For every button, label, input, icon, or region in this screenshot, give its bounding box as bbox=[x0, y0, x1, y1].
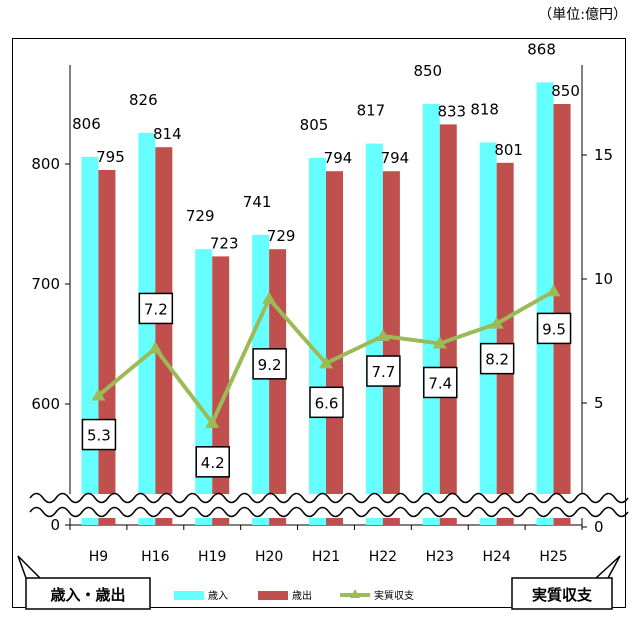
right-tick-label: 10 bbox=[594, 270, 613, 288]
line-marker bbox=[489, 316, 504, 329]
line-value-box bbox=[252, 348, 287, 380]
x-tick-label: H16 bbox=[141, 549, 169, 565]
line-marker bbox=[205, 415, 220, 428]
left-tick-label: 800 bbox=[31, 155, 60, 173]
left-axis-title: 歳入・歳出 bbox=[50, 586, 125, 604]
line-marker bbox=[91, 388, 106, 401]
x-tick-label: H9 bbox=[89, 549, 108, 565]
x-tick-label: H23 bbox=[426, 549, 454, 565]
right-tick-label: 5 bbox=[594, 394, 604, 412]
line-layer bbox=[91, 284, 561, 428]
bar-expenditure bbox=[439, 124, 457, 526]
line-value-label: 6.6 bbox=[315, 394, 339, 412]
line-value-box bbox=[479, 342, 515, 375]
bar-revenue bbox=[536, 82, 554, 526]
bar-value-label: 794 bbox=[324, 149, 353, 167]
bar-value-label: 806 bbox=[72, 115, 101, 133]
right-tick-label: 0 bbox=[594, 518, 604, 536]
bar-value-label: 868 bbox=[527, 40, 556, 58]
x-tick-label: H22 bbox=[369, 549, 397, 565]
line-value-box bbox=[81, 418, 117, 451]
x-tick-label: H25 bbox=[539, 549, 567, 565]
line-value-label: 5.3 bbox=[87, 427, 111, 445]
unit-label: （単位:億円） bbox=[538, 7, 627, 23]
line-value-box bbox=[138, 292, 174, 325]
line-value-box bbox=[309, 386, 344, 419]
line-value-box bbox=[536, 312, 572, 345]
chart-frame bbox=[12, 38, 626, 608]
bar-value-label: 794 bbox=[381, 149, 410, 167]
legend-swatch bbox=[174, 591, 204, 600]
callouts: 歳入・歳出 実質収支 bbox=[17, 555, 621, 610]
bar-revenue bbox=[479, 142, 497, 525]
line-value-label: 8.2 bbox=[485, 351, 509, 369]
line-marker bbox=[319, 356, 333, 369]
axis-break-wave-top bbox=[29, 492, 629, 504]
bar-value-label: 801 bbox=[494, 141, 523, 159]
bar-revenue bbox=[81, 156, 99, 526]
legend-label: 歳出 bbox=[292, 589, 312, 602]
line-value-label: 7.2 bbox=[144, 300, 168, 318]
line-value-label: 9.5 bbox=[542, 320, 566, 338]
line-value-label: 7.7 bbox=[371, 363, 395, 381]
line-value-label: 4.2 bbox=[201, 454, 225, 472]
axis-break-band bbox=[30, 494, 610, 518]
line-marker bbox=[432, 336, 447, 349]
bar-expenditure bbox=[326, 171, 343, 525]
bar-value-label: 729 bbox=[186, 207, 215, 225]
line-value-box bbox=[195, 446, 230, 478]
left-tick-label: 600 bbox=[31, 395, 60, 413]
bar-value-label: 850 bbox=[551, 82, 580, 100]
line-value-label: 7.4 bbox=[428, 374, 452, 392]
labels: 806 826 729 741 805 817 850 818 868 795 814 723 729 7… bbox=[72, 40, 580, 478]
line-marker bbox=[148, 341, 163, 354]
line-marker bbox=[262, 291, 277, 304]
legend-label: 実質収支 bbox=[374, 589, 414, 602]
x-tick-label: H19 bbox=[198, 549, 226, 565]
bar-value-label: 741 bbox=[243, 193, 272, 211]
line-value-box bbox=[423, 366, 458, 399]
axis-break bbox=[29, 492, 629, 518]
right-tick-label: 15 bbox=[594, 146, 613, 164]
bar-value-label: 795 bbox=[96, 148, 125, 166]
line-marker bbox=[546, 284, 561, 297]
bar-revenue bbox=[365, 143, 383, 525]
bar-value-label: 850 bbox=[413, 62, 442, 80]
legend-swatch bbox=[258, 591, 288, 600]
bar-value-label: 723 bbox=[210, 234, 239, 252]
bar-revenue bbox=[252, 234, 270, 526]
bar-value-label: 817 bbox=[357, 102, 386, 120]
legend: 歳入 歳出 実質収支 bbox=[174, 589, 414, 602]
line-marker bbox=[375, 329, 390, 342]
bar-value-label: 833 bbox=[437, 102, 466, 120]
right-axis-title: 実質収支 bbox=[532, 586, 593, 604]
bar-expenditure bbox=[98, 170, 116, 525]
axis-break-wave-bottom bbox=[29, 506, 629, 518]
bar-value-label: 826 bbox=[129, 91, 158, 109]
bar-revenue bbox=[422, 104, 440, 525]
bar-expenditure bbox=[269, 249, 287, 525]
bar-value-label: 805 bbox=[300, 116, 329, 134]
right-axis-title-bubble bbox=[511, 555, 621, 610]
left-axis-title-bubble bbox=[17, 555, 151, 610]
legend-marker bbox=[350, 589, 360, 598]
x-tick-label: H24 bbox=[482, 549, 510, 565]
bar-value-label: 818 bbox=[470, 100, 499, 118]
bar-value-label: 729 bbox=[267, 227, 296, 245]
line-value-box bbox=[366, 355, 401, 387]
x-tick-label: H20 bbox=[255, 549, 283, 565]
bar-expenditure bbox=[155, 147, 173, 525]
bar-value-label: 814 bbox=[153, 125, 182, 143]
left-tick-label: 700 bbox=[31, 275, 60, 293]
bar-revenue bbox=[195, 249, 213, 525]
bar-revenue bbox=[309, 158, 326, 525]
left-tick-label: 0 bbox=[50, 516, 60, 534]
bar-expenditure bbox=[382, 171, 400, 525]
bar-revenue bbox=[138, 132, 156, 526]
x-tick-label: H21 bbox=[312, 549, 340, 565]
legend-label: 歳入 bbox=[208, 590, 228, 602]
line-value-label: 9.2 bbox=[258, 356, 282, 374]
